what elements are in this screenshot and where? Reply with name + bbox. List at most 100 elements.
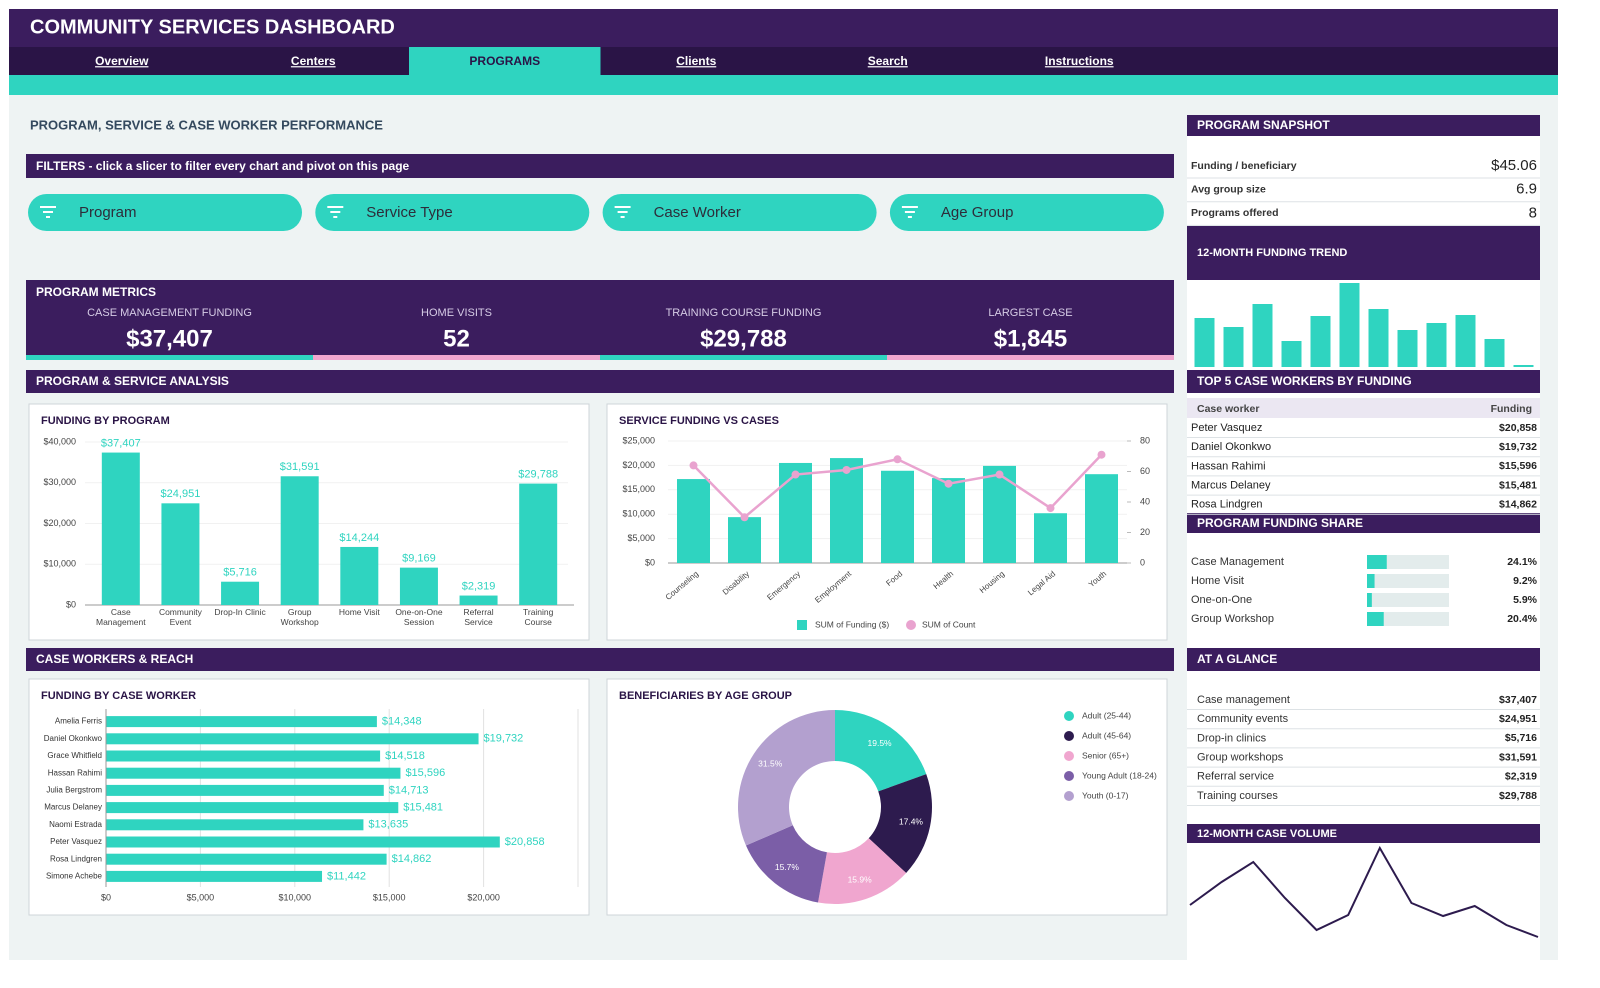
column-header: Case worker bbox=[1197, 403, 1259, 415]
slicer[interactable]: Case Worker bbox=[602, 194, 877, 231]
x-tick-label: Referral Service bbox=[463, 608, 494, 627]
metrics-panel bbox=[26, 280, 1174, 360]
share-bar bbox=[1367, 612, 1384, 626]
y-tick-label: Amelia Ferris bbox=[55, 717, 102, 726]
tab[interactable]: Search bbox=[868, 54, 908, 68]
active-tab bbox=[409, 47, 601, 75]
slicer-pill[interactable] bbox=[889, 194, 1164, 231]
share-value: 5.9% bbox=[1513, 594, 1538, 606]
line-point bbox=[1097, 450, 1106, 459]
metrics-title: PROGRAM METRICS bbox=[36, 285, 156, 299]
tab[interactable]: Centers bbox=[291, 54, 336, 68]
y-tick-label: $20,000 bbox=[43, 518, 76, 528]
snapshot-label: Funding / beneficiary bbox=[1191, 160, 1297, 172]
glance-value: $5,716 bbox=[1505, 732, 1537, 744]
x-tick-label: $5,000 bbox=[187, 892, 215, 902]
tab-label[interactable]: Clients bbox=[676, 54, 716, 68]
y2-tick-label: 20 bbox=[1140, 527, 1150, 537]
y-tick-label: $10,000 bbox=[43, 559, 76, 569]
value-label: $19,732 bbox=[484, 733, 524, 745]
glance-value: $31,591 bbox=[1499, 751, 1537, 763]
slicer-pill[interactable] bbox=[28, 194, 302, 231]
bar bbox=[1484, 339, 1505, 367]
bar bbox=[830, 458, 863, 563]
share-bar bbox=[1367, 555, 1387, 569]
slicer-label[interactable]: Service Type bbox=[366, 204, 452, 221]
bar bbox=[1281, 341, 1302, 367]
bar bbox=[161, 503, 200, 605]
category-label-box: Community Event bbox=[159, 608, 202, 627]
section-title: CASE WORKERS & REACH bbox=[36, 652, 193, 666]
y2-tick-label: 80 bbox=[1140, 435, 1150, 445]
x-tick-label: One-on-One Session bbox=[395, 608, 443, 627]
share-bar bbox=[1367, 574, 1375, 588]
panel-title-bar bbox=[1187, 226, 1540, 280]
panel-title: TOP 5 CASE WORKERS BY FUNDING bbox=[1197, 374, 1412, 388]
chart-title: 12-MONTH CASE VOLUME bbox=[1197, 828, 1337, 840]
y-tick-label: $40,000 bbox=[43, 436, 76, 446]
x-tick-label: $10,000 bbox=[279, 892, 312, 902]
tab-label[interactable]: Centers bbox=[291, 54, 336, 68]
tab-label[interactable]: Search bbox=[868, 54, 908, 68]
value-label: $14,244 bbox=[339, 532, 379, 544]
bar bbox=[101, 452, 140, 605]
bar bbox=[280, 476, 319, 605]
chart-title: FUNDING BY CASE WORKER bbox=[41, 690, 196, 702]
worker-name: Rosa Lindgren bbox=[1191, 499, 1263, 511]
bar bbox=[983, 465, 1016, 563]
donut-slice bbox=[835, 710, 927, 792]
chart-title: SERVICE FUNDING VS CASES bbox=[619, 415, 779, 427]
y2-tick-label: 0 bbox=[1140, 557, 1145, 567]
y2-tick-label: 40 bbox=[1140, 496, 1150, 506]
y-tick-label: $25,000 bbox=[622, 435, 655, 445]
kpi-value: 52 bbox=[443, 325, 470, 352]
category-label-box: Home Visit bbox=[339, 608, 380, 617]
tab-label[interactable]: Overview bbox=[95, 54, 149, 68]
slicer[interactable]: Program bbox=[28, 194, 302, 231]
value-label: $5,716 bbox=[223, 567, 257, 579]
value-label: $14,518 bbox=[385, 750, 425, 762]
accent-band bbox=[9, 75, 1558, 95]
category-label-box: Referral Service bbox=[463, 608, 494, 627]
header-bar bbox=[9, 9, 1558, 47]
value-label: $29,788 bbox=[518, 469, 558, 481]
kpi-value: $1,845 bbox=[994, 325, 1067, 352]
snapshot-value: 6.9 bbox=[1516, 181, 1537, 198]
tab[interactable]: Clients bbox=[676, 54, 716, 68]
x-tick-label: Case Management bbox=[96, 608, 146, 627]
tab[interactable]: Overview bbox=[95, 54, 149, 68]
metric-stripe bbox=[313, 355, 600, 360]
slicer-pill[interactable] bbox=[602, 194, 877, 231]
tab-label[interactable]: Instructions bbox=[1045, 54, 1114, 68]
share-value: 9.2% bbox=[1513, 575, 1538, 587]
glance-label: Community events bbox=[1197, 713, 1289, 725]
slicer[interactable]: Age Group bbox=[889, 194, 1164, 231]
y-tick-label: Simone Achebe bbox=[46, 872, 103, 881]
legend-swatch bbox=[1064, 771, 1074, 781]
tab[interactable]: Instructions bbox=[1045, 54, 1114, 68]
value-label: $13,635 bbox=[368, 819, 408, 831]
share-track bbox=[1367, 555, 1449, 569]
legend-swatch bbox=[906, 620, 916, 630]
value-label: $20,858 bbox=[505, 836, 545, 848]
glance-label: Training courses bbox=[1197, 790, 1278, 802]
y-tick-label: Marcus Delaney bbox=[44, 803, 102, 812]
bar bbox=[221, 581, 260, 605]
bar bbox=[1252, 304, 1273, 367]
slicer[interactable]: Service Type bbox=[315, 194, 590, 231]
slicer-label[interactable]: Case Worker bbox=[654, 204, 741, 221]
glance-label: Drop-in clinics bbox=[1197, 732, 1267, 744]
tab-label[interactable]: PROGRAMS bbox=[469, 54, 540, 68]
slicer-pill[interactable] bbox=[315, 194, 590, 231]
bar bbox=[106, 836, 500, 848]
worker-funding: $15,596 bbox=[1499, 460, 1537, 472]
glance-value: $37,407 bbox=[1499, 694, 1537, 706]
tab[interactable]: PROGRAMS bbox=[409, 47, 601, 75]
worker-name: Hassan Rahimi bbox=[1191, 460, 1266, 472]
bar bbox=[399, 567, 438, 605]
x-tick-label: $0 bbox=[101, 892, 111, 902]
slice-label: 19.5% bbox=[868, 738, 893, 748]
slicer-label[interactable]: Age Group bbox=[941, 204, 1014, 221]
slicer-label[interactable]: Program bbox=[79, 204, 137, 221]
